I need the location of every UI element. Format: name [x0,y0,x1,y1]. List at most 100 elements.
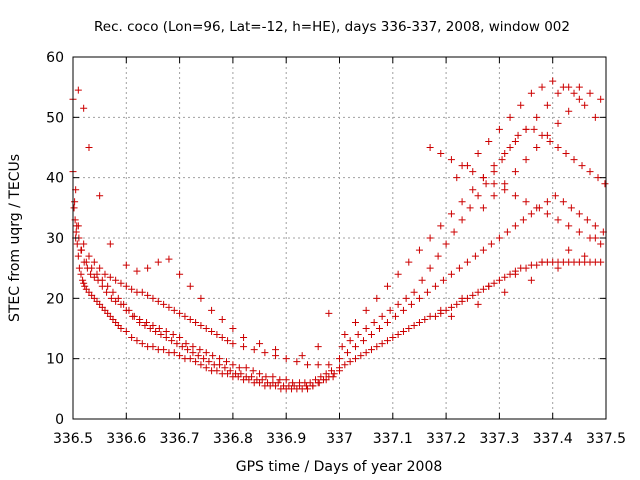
data-point [302,382,310,390]
data-point [527,210,535,218]
data-point [399,306,407,314]
data-point [474,192,482,200]
data-point [146,325,154,332]
data-point [96,264,104,272]
data-point [213,331,221,339]
data-point [383,282,391,290]
data-point [597,240,605,248]
x-tick-label: 336.7 [160,431,200,447]
data-point [182,340,190,348]
data-point [157,331,165,339]
data-point [591,234,599,242]
data-point [176,309,184,317]
data-point [447,270,455,278]
data-point [112,276,120,284]
data-point [122,282,130,290]
data-point [567,204,575,212]
data-point [511,137,519,145]
data-point [325,309,333,317]
data-point [485,282,493,290]
data-point [511,270,519,278]
data-point [138,340,146,348]
data-point [373,294,381,302]
data-point [479,174,487,182]
data-point [200,355,208,363]
data-point [82,258,90,266]
data-point [80,279,88,287]
data-point [106,240,114,248]
data-point [405,258,413,266]
data-point [442,240,450,248]
data-point [328,367,336,375]
data-point [125,306,133,314]
data-point [133,337,141,345]
data-point [367,331,375,339]
data-point [447,210,455,218]
data-point [75,264,83,272]
data-point [213,367,221,375]
data-point [293,358,301,366]
data-point [144,264,152,272]
data-point [176,270,184,278]
data-point [511,222,519,230]
data-point [165,303,173,311]
data-point [495,276,503,284]
data-point [133,267,141,275]
data-point [194,352,202,360]
data-point [490,192,498,200]
data-point [322,370,330,378]
data-point [527,276,535,284]
data-point [450,228,458,236]
data-point [128,285,136,293]
data-point [248,373,256,381]
data-point [543,131,551,139]
data-point [72,228,80,236]
data-point [418,276,426,284]
data-point [463,162,471,170]
data-point [162,334,170,342]
x-tick-label: 336.6 [106,431,146,447]
data-point [357,352,365,360]
data-point [178,343,186,351]
data-point [256,340,264,348]
data-point [202,325,210,332]
data-point [455,264,463,272]
data-point [421,315,429,323]
data-point [205,358,213,366]
data-point [235,364,243,372]
data-point [346,358,354,366]
data-point [143,318,151,326]
data-point [117,279,125,287]
data-point [549,77,557,85]
data-point [338,343,346,351]
data-point [282,355,290,363]
data-point [202,364,210,372]
data-point [415,294,423,302]
data-point [511,168,519,176]
data-point [184,346,192,354]
data-point [570,156,578,164]
data-point [197,321,205,329]
data-point [155,325,163,332]
data-point [511,192,519,200]
y-tick-labels: 0 10 20 30 40 50 60 [46,50,64,428]
data-point [501,180,509,188]
data-point [192,358,200,366]
data-point [315,379,323,387]
data-point [242,364,250,372]
data-point [517,101,525,109]
data-point [554,89,562,97]
data-point [144,291,152,299]
data-point [522,264,530,272]
data-point [224,337,232,345]
data-point [522,156,530,164]
data-point [197,361,205,369]
data-point [88,264,96,272]
data-point [551,192,559,200]
data-point [256,370,264,378]
data-point [354,331,362,339]
data-point [351,318,359,326]
data-point [447,312,455,320]
data-point [501,150,509,158]
data-point [479,204,487,212]
